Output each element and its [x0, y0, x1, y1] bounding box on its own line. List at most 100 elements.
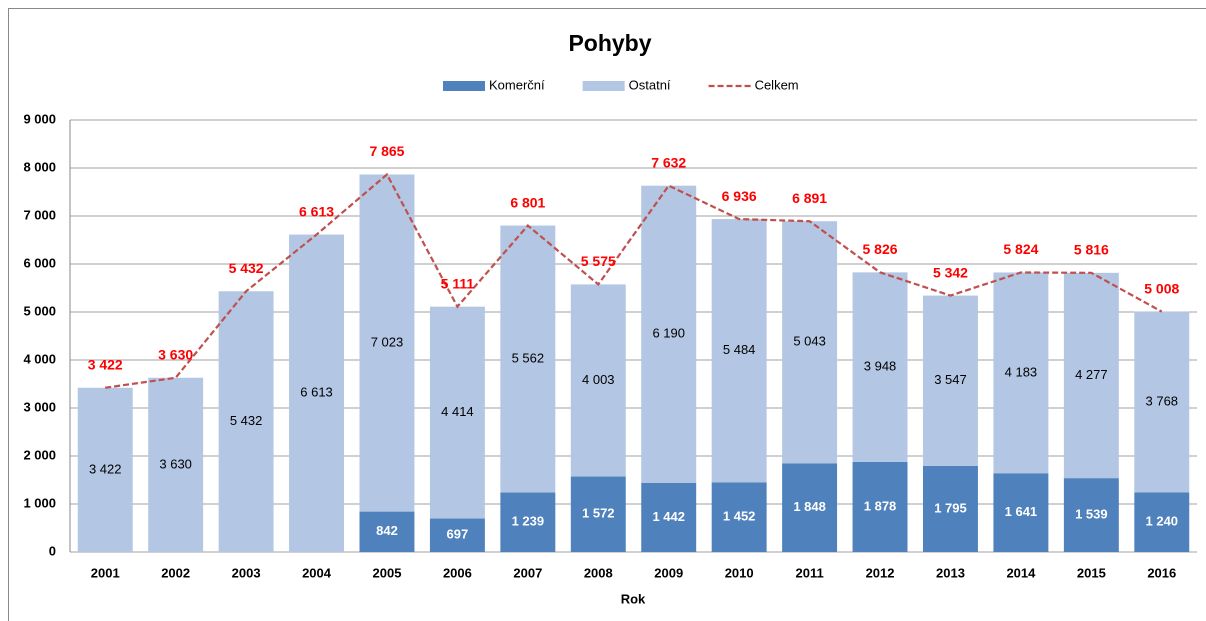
bar — [711, 482, 767, 552]
value-label: 1 572 — [582, 506, 615, 521]
value-label: 3 422 — [89, 461, 122, 476]
legend-label: Komerční — [489, 77, 545, 92]
value-label: 842 — [376, 523, 398, 538]
y-tick-label: 1 000 — [23, 495, 56, 510]
y-tick-label: 7 000 — [23, 207, 56, 222]
bar — [570, 476, 626, 552]
value-label: 697 — [447, 527, 469, 542]
x-tick-label: 2004 — [302, 565, 332, 580]
value-label: 6 190 — [652, 326, 685, 341]
value-label: 1 240 — [1146, 514, 1179, 529]
bar — [570, 284, 626, 477]
value-label: 4 183 — [1005, 364, 1038, 379]
value-label: 1 452 — [723, 509, 756, 524]
x-tick-label: 2016 — [1147, 565, 1176, 580]
x-axis-label: Rok — [621, 591, 646, 606]
bar — [782, 221, 838, 464]
bar — [922, 465, 978, 552]
value-label: 6 936 — [722, 188, 757, 204]
bar — [500, 225, 556, 493]
bar — [711, 219, 767, 483]
bar — [922, 295, 978, 466]
value-label: 1 442 — [652, 509, 685, 524]
x-tick-label: 2011 — [795, 565, 823, 580]
value-label: 5 111 — [441, 275, 475, 291]
value-label: 4 277 — [1075, 367, 1108, 382]
value-label: 4 414 — [441, 404, 474, 419]
value-label: 5 043 — [793, 334, 826, 349]
x-tick-label: 2007 — [513, 565, 542, 580]
value-label: 6 891 — [792, 190, 827, 206]
y-tick-label: 2 000 — [23, 447, 56, 462]
bar — [148, 377, 204, 552]
line — [105, 172, 1163, 389]
value-label: 7 023 — [371, 334, 404, 349]
x-tick-label: 2009 — [654, 565, 683, 580]
value-label: 1 878 — [864, 498, 897, 513]
value-label: 4 003 — [582, 372, 615, 387]
y-tick-label: 6 000 — [23, 255, 56, 270]
value-label: 5 484 — [723, 342, 756, 357]
bar — [993, 272, 1049, 474]
x-tick-label: 2006 — [443, 565, 472, 580]
value-label: 5 824 — [1003, 241, 1038, 257]
x-tick-label: 2001 — [91, 565, 120, 580]
value-label: 1 848 — [793, 499, 826, 514]
y-tick-label: 0 — [49, 543, 56, 558]
bar — [1063, 478, 1119, 552]
legend-label: Ostatní — [629, 77, 671, 92]
value-label: 3 948 — [864, 359, 897, 374]
bar — [852, 272, 908, 462]
bar — [852, 461, 908, 552]
x-tick-label: 2008 — [584, 565, 613, 580]
value-label: 7 632 — [651, 154, 686, 170]
bar — [218, 291, 274, 552]
chart-title: Pohyby — [568, 30, 651, 56]
bar — [289, 234, 345, 553]
y-tick-label: 8 000 — [23, 159, 56, 174]
legend-label: Celkem — [755, 77, 799, 92]
value-label: 5 816 — [1074, 242, 1109, 258]
x-tick-label: 2003 — [232, 565, 261, 580]
y-tick-label: 5 000 — [23, 303, 56, 318]
value-label: 1 239 — [512, 514, 545, 529]
value-label: 3 547 — [934, 372, 967, 387]
x-tick-label: 2005 — [373, 565, 402, 580]
value-label: 1 539 — [1075, 507, 1108, 522]
bar — [1063, 272, 1119, 479]
value-label: 6 613 — [300, 385, 333, 400]
y-tick-label: 3 000 — [23, 399, 56, 414]
x-tick-label: 2015 — [1077, 565, 1106, 580]
y-tick-label: 9 000 — [23, 111, 56, 126]
value-label: 6 613 — [299, 203, 334, 219]
bar — [782, 463, 838, 552]
value-label: 5 562 — [512, 350, 545, 365]
bar — [500, 492, 556, 552]
value-label: 5 342 — [933, 264, 968, 280]
value-label: 6 801 — [510, 194, 545, 210]
value-label: 3 768 — [1146, 393, 1179, 408]
value-label: 5 575 — [581, 253, 616, 269]
y-tick-label: 4 000 — [23, 351, 56, 366]
bar — [429, 306, 485, 519]
value-label: 1 641 — [1005, 504, 1038, 519]
bar — [993, 473, 1049, 552]
bar — [1134, 311, 1190, 493]
bar — [1134, 492, 1190, 552]
value-label: 3 422 — [88, 356, 123, 372]
bar — [429, 518, 485, 552]
value-label: 5 432 — [229, 260, 264, 276]
value-label: 5 008 — [1144, 280, 1179, 296]
legend-swatch — [582, 81, 625, 91]
bar — [641, 185, 697, 483]
x-tick-label: 2010 — [725, 565, 754, 580]
x-tick-label: 2013 — [936, 565, 965, 580]
bar — [641, 482, 697, 552]
value-label: 3 630 — [159, 456, 192, 471]
bar — [359, 511, 415, 552]
bar — [77, 387, 133, 552]
value-label: 1 795 — [934, 500, 967, 515]
value-label: 3 630 — [158, 346, 193, 362]
x-tick-label: 2002 — [161, 565, 190, 580]
